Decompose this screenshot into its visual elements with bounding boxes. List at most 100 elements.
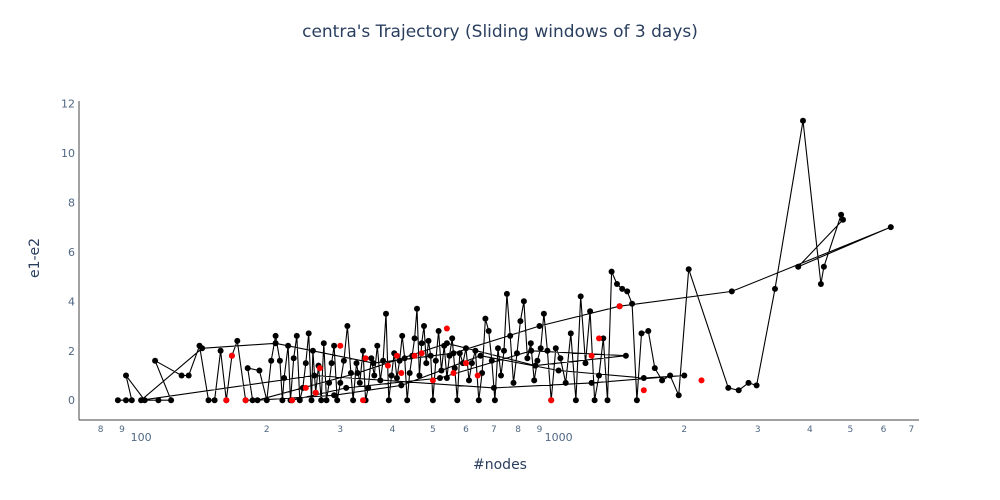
y-tick-label: 12 xyxy=(61,97,75,110)
trajectory-point xyxy=(123,372,129,379)
trajectory-point xyxy=(360,347,366,354)
highlighted-point xyxy=(316,365,323,372)
y-tick-label: 8 xyxy=(68,196,75,209)
trajectory-point xyxy=(423,360,430,367)
trajectory-point xyxy=(604,397,611,404)
trajectory-point xyxy=(456,350,463,357)
trajectory-point xyxy=(401,355,408,362)
trajectory-point xyxy=(577,293,584,300)
y-tick-label: 4 xyxy=(68,295,75,308)
trajectory-point xyxy=(728,288,735,295)
trajectory-point xyxy=(450,350,457,357)
highlighted-point xyxy=(548,397,555,404)
trajectory-point xyxy=(353,360,360,367)
trajectory-point xyxy=(438,367,445,374)
trajectory-point xyxy=(168,397,175,404)
x-tick-label: 8 xyxy=(515,425,521,435)
highlighted-point xyxy=(289,397,296,404)
trajectory-point xyxy=(234,337,241,344)
highlighted-point xyxy=(384,362,391,369)
trajectory-point xyxy=(178,372,185,379)
trajectory-point xyxy=(600,335,607,342)
trajectory-point xyxy=(659,377,666,384)
trajectory-point xyxy=(501,347,507,354)
x-tick-label: 3 xyxy=(337,425,343,435)
trajectory-point xyxy=(272,340,279,347)
trajectory-point xyxy=(254,397,261,404)
highlighted-points xyxy=(223,303,705,404)
trajectory-point xyxy=(326,379,333,386)
trajectory-point xyxy=(591,397,598,404)
trajectory-point xyxy=(479,370,486,376)
trajectory-point xyxy=(404,397,411,404)
x-tick-label: 8 xyxy=(98,425,104,435)
trajectory-point xyxy=(318,397,325,404)
trajectory-point xyxy=(263,397,270,404)
trajectory-point xyxy=(343,384,350,391)
highlighted-point xyxy=(362,355,369,362)
trajectory-point xyxy=(311,372,318,379)
trajectory-point xyxy=(582,360,589,367)
trajectory-point xyxy=(619,285,626,292)
trajectory-point xyxy=(416,372,423,379)
trajectory-point xyxy=(587,308,594,315)
trajectory-point xyxy=(411,335,418,342)
trajectory-point xyxy=(285,342,292,349)
trajectory-point xyxy=(418,340,425,347)
trajectory-point xyxy=(449,335,456,342)
trajectory-point xyxy=(199,345,206,352)
trajectory-point xyxy=(588,379,595,386)
trajectory-point xyxy=(472,347,479,354)
trajectory-point xyxy=(427,352,434,359)
trajectory-point xyxy=(340,357,347,364)
highlighted-point xyxy=(450,370,457,376)
axes xyxy=(78,101,919,421)
trajectory-point xyxy=(488,357,495,364)
trajectory-point xyxy=(490,384,497,391)
trajectory-point xyxy=(622,352,629,359)
trajectory-point xyxy=(354,370,361,376)
trajectory-point xyxy=(555,367,562,374)
trajectory-point xyxy=(567,330,574,337)
trajectory-point xyxy=(443,340,450,347)
trajectory-point xyxy=(485,328,492,334)
trajectory-point xyxy=(244,365,251,372)
trajectory-point xyxy=(365,384,372,391)
trajectory-point xyxy=(406,370,413,376)
trajectory-point xyxy=(398,382,405,389)
x-tick-label: 1000 xyxy=(545,431,573,444)
trajectory-point xyxy=(155,397,162,404)
trajectory-point xyxy=(507,332,514,339)
trajectory-point xyxy=(371,372,378,379)
highlighted-point xyxy=(337,342,344,349)
trajectory-point xyxy=(249,397,256,404)
highlighted-point xyxy=(616,303,623,310)
trajectory-point xyxy=(468,360,475,367)
x-tick-label: 4 xyxy=(390,425,396,435)
x-tick-label: 2 xyxy=(681,425,687,435)
highlighted-point xyxy=(411,352,418,359)
trajectory-point xyxy=(344,323,351,329)
trajectory-point xyxy=(477,352,484,359)
trajectory-point xyxy=(482,315,489,322)
trajectory-point xyxy=(114,397,121,404)
highlighted-point xyxy=(398,370,405,376)
trajectory-point xyxy=(421,323,427,329)
trajectory-point xyxy=(399,332,406,339)
trajectory-point xyxy=(795,263,802,270)
trajectory-point xyxy=(328,360,335,367)
trajectory-point xyxy=(537,345,544,352)
trajectory-point xyxy=(337,379,344,386)
chart-title: centra's Trajectory (Sliding windows of … xyxy=(302,22,698,42)
trajectory-point xyxy=(753,382,760,389)
trajectory-point xyxy=(320,340,327,347)
x-tick-label: 9 xyxy=(537,425,543,435)
trajectory-points xyxy=(114,117,894,404)
trajectory-point xyxy=(128,397,135,404)
highlighted-point xyxy=(588,352,595,359)
trajectory-point xyxy=(123,397,129,404)
highlighted-point xyxy=(312,389,319,396)
trajectory-point xyxy=(308,397,315,404)
trajectory-point xyxy=(152,357,159,364)
